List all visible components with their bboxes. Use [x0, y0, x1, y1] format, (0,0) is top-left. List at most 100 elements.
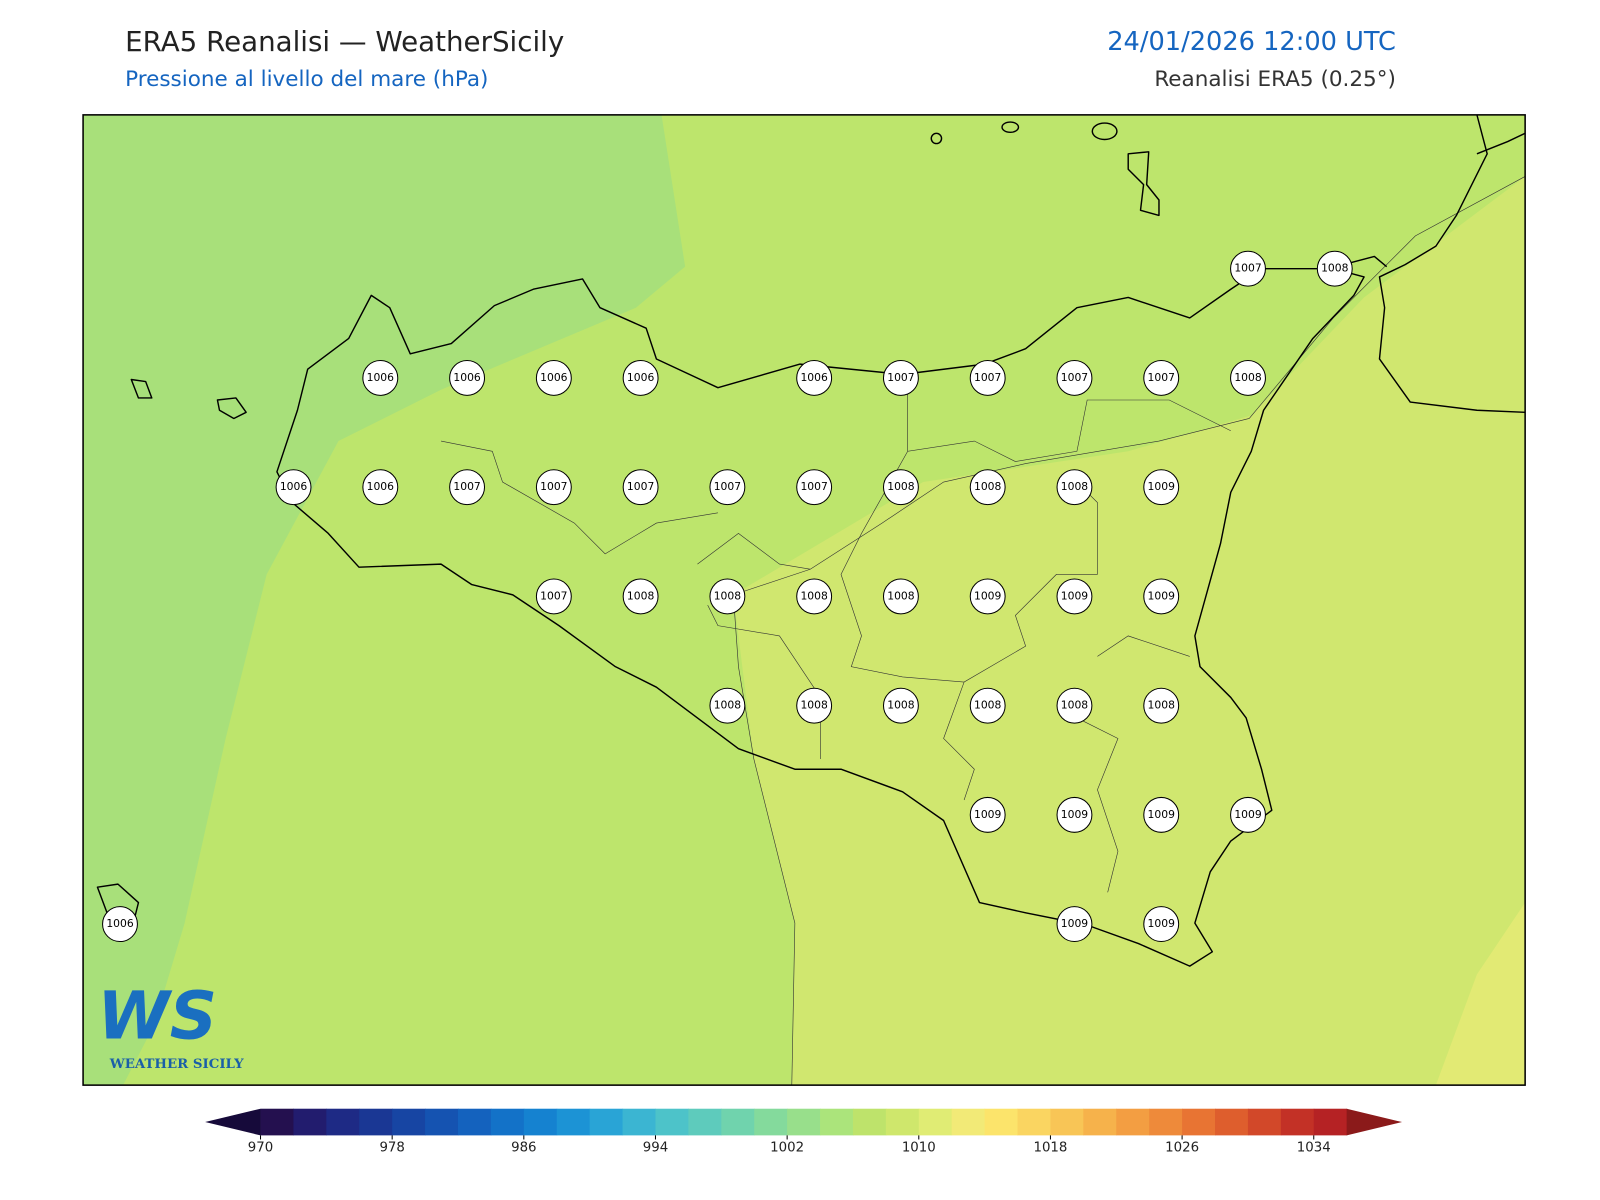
station-label: 1009 — [1234, 808, 1262, 821]
station-marker — [882, 359, 919, 396]
station-marker — [1143, 359, 1180, 396]
station-label: 1006 — [627, 371, 655, 384]
field-zone — [83, 114, 686, 1086]
logo-mark: WS — [97, 979, 217, 1055]
colorbar-over — [1346, 1108, 1403, 1136]
station-label: 1008 — [887, 480, 915, 493]
colorbar-tick-label: 994 — [643, 1141, 668, 1156]
station-marker — [622, 469, 659, 506]
station-marker — [1230, 359, 1266, 396]
colorbar-tick-label: 978 — [379, 1141, 404, 1156]
colorbar-bin — [1215, 1108, 1249, 1136]
station-marker — [969, 578, 1006, 615]
station-marker — [1143, 796, 1180, 833]
station-label: 1006 — [800, 371, 828, 384]
station-marker — [969, 796, 1006, 833]
island — [216, 397, 247, 420]
station-marker — [709, 578, 746, 615]
field-zone — [733, 176, 1526, 1086]
station-marker — [796, 578, 833, 615]
colorbar-tick-label: 986 — [511, 1141, 536, 1156]
map: 1007 1008 1006 1006 1006 1006 1006 1007 1007 1007… — [82, 114, 1526, 1086]
station-marker — [449, 359, 486, 396]
title: ERA5 Reanalisi — WeatherSicily — [125, 25, 564, 58]
station-marker — [275, 469, 312, 506]
colorbar-bin — [1149, 1108, 1183, 1136]
station-label: 1007 — [714, 480, 741, 493]
colorbar-bin — [918, 1108, 953, 1136]
station-label: 1007 — [453, 480, 480, 493]
station-marker — [622, 359, 659, 396]
station-marker — [1056, 578, 1093, 615]
colorbar-tick-label: 970 — [248, 1141, 273, 1156]
colorbar-bin — [1116, 1108, 1150, 1136]
station-label: 1006 — [540, 371, 568, 384]
station-label: 1007 — [540, 589, 567, 602]
colorbar-bin — [457, 1108, 492, 1136]
station-marker — [709, 687, 746, 724]
station-label: 1006 — [367, 371, 395, 384]
station-marker — [535, 578, 572, 615]
island — [930, 132, 943, 145]
colorbar-tick-label: 1002 — [770, 1141, 804, 1156]
station-marker — [535, 359, 572, 396]
station-marker — [796, 687, 833, 724]
station-label: 1006 — [453, 371, 481, 384]
station-marker — [1056, 469, 1093, 506]
station-label: 1008 — [714, 589, 742, 602]
station-label: 1008 — [974, 480, 1002, 493]
station-label: 1008 — [1321, 262, 1349, 275]
station-label: 1007 — [887, 371, 914, 384]
logo-name: WEATHER SICILY — [109, 1056, 244, 1072]
calabria-coast — [1476, 132, 1526, 155]
colorbar-bin — [820, 1108, 854, 1136]
contour — [733, 176, 1526, 596]
colorbar-bin — [1050, 1108, 1084, 1136]
colorbar-bin — [885, 1108, 920, 1136]
province-border — [440, 374, 1231, 893]
colorbar-bin — [556, 1108, 591, 1136]
station-label: 1007 — [627, 480, 654, 493]
station-marker — [882, 469, 919, 506]
contour — [733, 594, 796, 1086]
station-marker — [709, 469, 746, 506]
station-marker — [1230, 250, 1266, 287]
colorbar-under — [205, 1108, 261, 1136]
station-label: 1007 — [540, 480, 567, 493]
colorbar-bin — [1280, 1108, 1315, 1136]
station-label: 1009 — [1148, 480, 1176, 493]
colorbar-bin — [425, 1108, 459, 1136]
station-label: 1008 — [1148, 699, 1176, 712]
colorbar-bin — [523, 1108, 558, 1136]
colorbar-bin — [688, 1108, 722, 1136]
station-label: 1009 — [1148, 589, 1176, 602]
colorbar-bin — [951, 1108, 986, 1136]
colorbar-bin — [754, 1108, 788, 1136]
station-marker — [449, 469, 486, 506]
station-label: 1008 — [1061, 480, 1089, 493]
colorbar-bin — [1182, 1108, 1216, 1136]
station-marker — [969, 359, 1006, 396]
map-frame — [82, 114, 1526, 1086]
station-marker — [1143, 687, 1180, 724]
station-marker — [1143, 469, 1180, 506]
station-label: 1009 — [1148, 808, 1176, 821]
station-label: 1009 — [974, 589, 1002, 602]
calabria-coast — [1343, 255, 1388, 268]
station-marker — [1056, 359, 1093, 396]
colorbar-bin — [490, 1108, 525, 1136]
datetime: 24/01/2026 12:00 UTC — [1107, 27, 1396, 57]
station-label: 1007 — [1148, 371, 1175, 384]
colorbar-tick-label: 1018 — [1033, 1141, 1067, 1156]
station-marker — [622, 578, 659, 615]
island — [1001, 121, 1020, 134]
station-label: 1006 — [367, 480, 395, 493]
colorbar-bin — [1313, 1108, 1348, 1136]
colorbar-bin — [293, 1108, 327, 1136]
station-label: 1006 — [280, 480, 308, 493]
colorbar-tick-label: 1026 — [1165, 1141, 1199, 1156]
station-label: 1009 — [974, 808, 1002, 821]
station-marker — [1316, 250, 1353, 287]
station-label: 1007 — [1234, 262, 1261, 275]
